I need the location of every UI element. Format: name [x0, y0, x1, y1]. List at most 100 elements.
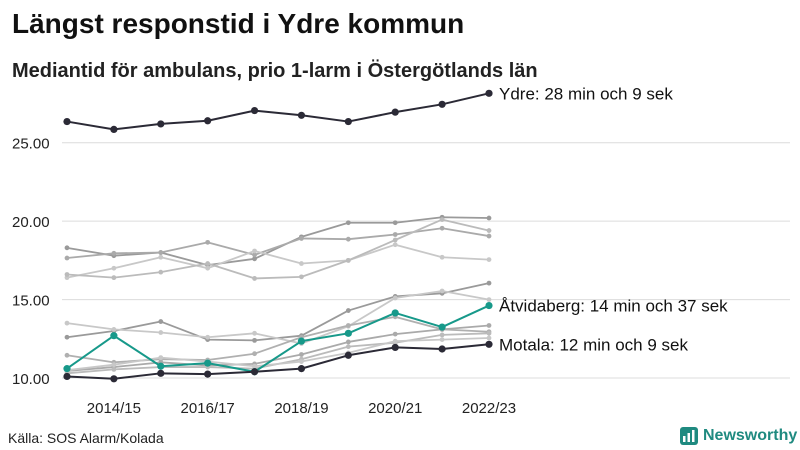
chart-title: Längst responstid i Ydre kommun [12, 8, 465, 39]
background-series-point [392, 237, 398, 243]
series-motala-point [391, 343, 399, 352]
background-series-point [252, 351, 257, 357]
brand-name: Newsworthy [703, 427, 798, 444]
series-motala-point [63, 372, 71, 381]
background-series-line [66, 227, 490, 259]
background-series-point [486, 297, 492, 302]
series-ydre-line [66, 92, 490, 131]
series-tvidaberg-point [344, 329, 352, 337]
background-series-point [299, 352, 304, 357]
background-series-point [345, 257, 351, 263]
series-ydre-point [344, 117, 352, 126]
background-series-point [252, 276, 257, 281]
background-series-point [205, 334, 211, 340]
series-ydre-point [110, 125, 118, 134]
background-series-point [486, 215, 492, 221]
background-series-point [64, 272, 70, 277]
background-series-point [158, 269, 164, 275]
background-series-point [392, 331, 398, 337]
series-tvidaberg-point [485, 301, 493, 310]
background-series-point [158, 330, 164, 335]
background-series-point [345, 308, 351, 313]
background-series-point [345, 323, 351, 328]
background-series-point [252, 337, 257, 343]
background-series-point [299, 236, 304, 241]
series-motala-line [66, 343, 490, 380]
background-series-point [252, 248, 257, 254]
series-motala-point [297, 365, 306, 373]
series-ydre-point [250, 106, 259, 115]
background-series-point [486, 323, 492, 328]
x-tick-label: 2022/23 [462, 400, 516, 417]
background-series-line [66, 324, 490, 372]
background-series-point [439, 217, 445, 222]
background-series-point [252, 256, 257, 262]
x-tick-label: 2020/21 [368, 400, 422, 417]
source-note: Källa: SOS Alarm/Kolada [8, 430, 164, 446]
series-tvidaberg-line [66, 304, 490, 373]
series-ydre-point [157, 120, 165, 128]
background-series-point [345, 344, 351, 350]
background-series-line [66, 216, 490, 266]
series-motala-point [157, 369, 165, 377]
background-series-point [486, 228, 492, 233]
background-series-point [392, 242, 398, 248]
x-axis: 2014/15 2016/17 2018/19 2020/21 2022/23 [87, 400, 516, 417]
chart-subtitle: Mediantid för ambulans, prio 1-larm i Ös… [12, 60, 538, 82]
background-series-point [252, 363, 257, 369]
background-series-point [158, 355, 164, 361]
background-series-point [64, 334, 70, 340]
background-series-line [66, 218, 490, 280]
series-ydre-point [391, 108, 399, 116]
series-tvidaberg-point [110, 332, 118, 340]
y-tick-label: 15.00 [12, 293, 50, 310]
background-series-point [486, 335, 492, 341]
background-series-point [111, 366, 117, 372]
y-tick-label: 25.00 [12, 136, 50, 153]
series-motala-point [250, 368, 259, 376]
grid-lines [62, 142, 790, 379]
background-series-point [205, 261, 211, 266]
background-series-point [439, 254, 445, 260]
background-series-point [439, 332, 445, 338]
series-motala-point [485, 340, 493, 348]
y-tick-label: 10.00 [12, 371, 50, 388]
x-tick-label: 2014/15 [87, 400, 141, 417]
series-labels: Ydre: 28 min och 9 sek Åtvidaberg: 14 min… [499, 84, 728, 354]
background-series-line [66, 290, 490, 345]
x-tick-label: 2016/17 [181, 400, 235, 417]
series-motala-point [110, 375, 118, 383]
series-tvidaberg-point [157, 362, 165, 370]
series-motala-point [204, 370, 212, 378]
background-series-point [392, 232, 398, 237]
background-series-point [111, 362, 117, 368]
newsworthy-logo-icon [680, 427, 698, 445]
background-series-point [158, 254, 164, 260]
background-series-point [439, 225, 445, 231]
background-series-point [392, 338, 398, 344]
background-series [64, 214, 492, 376]
series-motala-point [438, 345, 446, 353]
background-series-point [486, 330, 492, 336]
background-series-point [111, 250, 117, 256]
background-series-point [64, 255, 70, 261]
y-tick-label: 20.00 [12, 214, 50, 231]
series-ydre-point [204, 117, 212, 125]
background-series-point [486, 257, 492, 262]
background-series-point [205, 265, 211, 271]
series-ydre-point [485, 89, 493, 97]
background-series-point [64, 352, 70, 358]
background-series-point [252, 330, 257, 336]
background-series-point [158, 319, 164, 324]
background-series-point [111, 326, 117, 332]
background-series-point [64, 320, 70, 326]
y-axis: 10.00 15.00 20.00 25.00 [12, 136, 50, 388]
background-series-point [299, 359, 304, 364]
series-motala-point [344, 351, 352, 359]
background-series-point [345, 220, 351, 226]
background-series-point [252, 252, 257, 258]
series-label-motala: Motala: 12 min och 9 sek [499, 335, 688, 354]
background-series-point [392, 220, 398, 226]
series-tvidaberg-point [438, 323, 446, 331]
